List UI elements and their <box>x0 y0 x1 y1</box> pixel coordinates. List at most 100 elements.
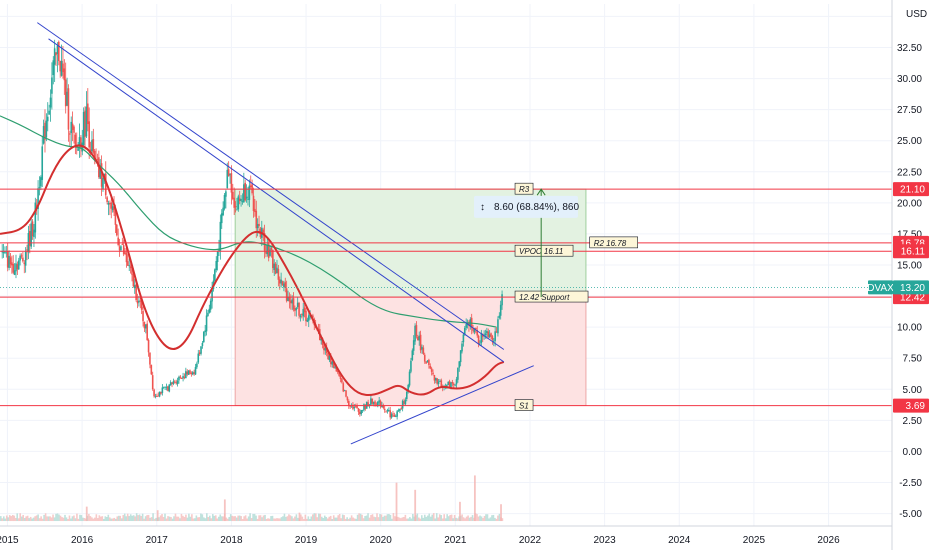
volume-bar <box>364 515 366 522</box>
volume-bar <box>114 518 117 522</box>
volume-bar <box>298 512 301 522</box>
volume-bar <box>149 517 151 522</box>
price-badge-label: 16.11 <box>901 247 926 258</box>
volume-bar <box>210 518 213 522</box>
candle-body <box>415 325 418 337</box>
volume-bar <box>282 516 284 522</box>
volume-bar <box>14 517 17 522</box>
volume-bar <box>92 518 95 522</box>
volume-bar <box>82 517 84 522</box>
volume-bar <box>337 515 339 522</box>
volume-bar <box>398 517 401 522</box>
volume-bar <box>50 517 53 522</box>
volume-bar <box>259 515 262 522</box>
candle-body <box>120 246 122 251</box>
volume-bar <box>164 513 166 522</box>
candle-body <box>341 378 343 383</box>
volume-bar <box>500 504 502 522</box>
volume-bar <box>450 514 453 522</box>
volume-bar <box>468 517 471 522</box>
volume-bar <box>409 517 411 522</box>
volume-bar <box>197 517 199 522</box>
volume-bar <box>207 517 210 522</box>
volume-bar <box>306 518 308 522</box>
volume-bar <box>446 514 448 522</box>
candle-body <box>93 150 96 160</box>
volume-bar <box>489 517 492 522</box>
volume-bar <box>350 515 353 522</box>
volume-bar <box>367 513 369 522</box>
volume-bar <box>65 517 68 522</box>
candle-body <box>62 63 64 73</box>
candle-body <box>26 249 28 251</box>
volume-bar <box>389 514 392 522</box>
candle-body <box>475 327 477 330</box>
candle-body <box>386 410 389 412</box>
candle-body <box>263 233 266 251</box>
volume-bar <box>359 513 362 522</box>
volume-bar <box>422 517 425 522</box>
volume-bar <box>159 515 162 522</box>
candle-body <box>38 187 41 189</box>
candle-body <box>433 375 436 381</box>
x-tick-label: 2023 <box>593 535 616 546</box>
volume-bar <box>67 518 69 522</box>
volume-bar <box>253 513 256 522</box>
volume-bar <box>289 515 292 522</box>
candle-body <box>352 404 354 409</box>
volume-bar <box>416 513 419 522</box>
volume-bar <box>438 514 441 522</box>
trendline-upper-descending[interactable] <box>37 22 505 350</box>
candle-body <box>37 188 39 209</box>
candle-body <box>244 182 247 201</box>
volume-bar <box>23 518 26 522</box>
volume-bar <box>8 515 11 522</box>
volume-bar <box>58 514 60 522</box>
candle-body <box>332 362 335 368</box>
candle-body <box>499 304 502 316</box>
volume-bar <box>104 516 107 522</box>
volume-bar <box>331 519 334 522</box>
price-badge-label: 16.78 <box>900 238 925 249</box>
candle-body <box>376 401 379 407</box>
candle-body <box>215 260 218 270</box>
volume-bar <box>229 514 232 522</box>
volume-bar <box>138 514 141 522</box>
volume-bar <box>356 514 359 522</box>
candle-body <box>117 237 119 246</box>
volume-bar <box>291 516 293 522</box>
volume-bar <box>459 501 461 522</box>
y-tick-label: -2.50 <box>899 478 922 489</box>
trendline-lower-descending[interactable] <box>48 38 505 363</box>
volume-bar <box>179 518 181 522</box>
candle-body <box>67 88 70 130</box>
candle-body <box>222 207 224 216</box>
volume-bar <box>19 513 22 522</box>
volume-bar <box>426 515 429 522</box>
volume-bar <box>240 516 242 522</box>
candle-body <box>404 399 407 405</box>
measure-label: 8.60 (68.84%), 860 <box>494 202 579 213</box>
volume-bar <box>301 516 304 522</box>
volume-bar <box>400 518 402 522</box>
candle-body <box>480 332 483 343</box>
candle-body <box>146 323 148 341</box>
volume-bar <box>447 516 450 522</box>
candle-body <box>392 413 394 415</box>
candle-body <box>238 198 241 201</box>
candle-body <box>492 340 495 342</box>
volume-bar <box>70 518 72 522</box>
volume-bar <box>223 499 226 522</box>
candle-body <box>209 300 212 310</box>
candle-body <box>408 371 411 386</box>
trendline-ascending-support[interactable] <box>350 365 534 445</box>
candle-body <box>17 260 20 270</box>
candle-body <box>498 315 501 318</box>
y-tick-label: 17.50 <box>897 229 922 240</box>
volume-bar <box>137 515 139 522</box>
volume-bar <box>325 516 328 522</box>
candle-body <box>135 284 137 301</box>
volume-bar <box>297 517 299 522</box>
candle-body <box>172 381 175 385</box>
